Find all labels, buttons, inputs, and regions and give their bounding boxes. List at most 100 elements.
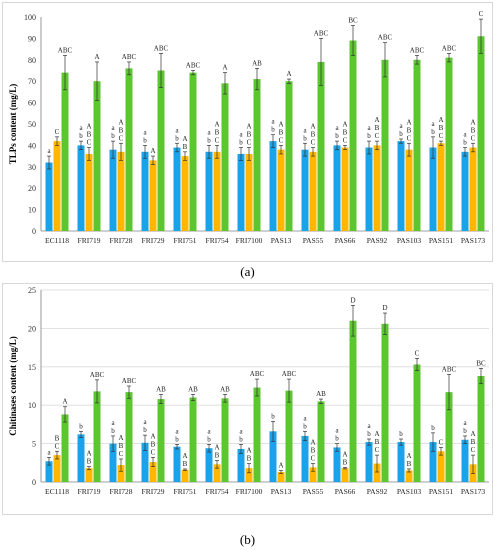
significance-letter: B: [151, 440, 156, 448]
significance-letter: B: [407, 126, 412, 134]
bar: [437, 143, 445, 231]
bar: [301, 435, 309, 482]
significance-letter: C: [471, 134, 476, 142]
significance-letter: B: [311, 447, 316, 455]
bar: [253, 79, 261, 231]
x-tick-label: FRI7100: [236, 487, 263, 496]
bar: [397, 141, 405, 231]
bar: [269, 141, 277, 231]
significance-letter: A: [310, 123, 315, 131]
significance-letter: b: [335, 132, 339, 140]
significance-letter: B: [183, 143, 188, 151]
bar: [253, 387, 261, 482]
bar: [317, 61, 325, 231]
x-tick-label: FRI751: [174, 236, 197, 245]
bar: [149, 160, 157, 231]
significance-letter: b: [367, 430, 371, 438]
bar: [429, 442, 437, 482]
significance-letter: A: [94, 53, 99, 61]
significance-letter: C: [439, 438, 444, 446]
significance-letter: b: [143, 136, 147, 144]
x-tick-label: FRI751: [174, 487, 197, 496]
bar: [237, 153, 245, 231]
significance-letter: ABC: [90, 371, 105, 379]
bar: [45, 461, 53, 482]
significance-letter: b: [79, 422, 83, 430]
significance-letter: b: [271, 412, 275, 420]
significance-letter: D: [350, 296, 355, 304]
y-axis-label: TLPs content (mg/L): [8, 84, 18, 165]
bar: [109, 149, 117, 231]
significance-letter: ABC: [314, 29, 329, 37]
y-tick-label: 5: [32, 440, 36, 449]
significance-letter: A: [246, 123, 251, 131]
significance-letter: a: [399, 122, 403, 130]
bar: [365, 147, 373, 231]
y-tick-label: 20: [28, 184, 36, 193]
y-tick-label: 0: [32, 478, 36, 487]
significance-letter: b: [303, 134, 307, 142]
significance-letter: a: [463, 131, 467, 139]
significance-letter: b: [335, 435, 339, 443]
bar: [333, 447, 341, 482]
bar: [381, 59, 389, 231]
bar: [405, 149, 413, 231]
x-tick-label: FRI719: [78, 236, 101, 245]
bar: [141, 442, 149, 482]
y-tick-label: 60: [28, 99, 36, 108]
significance-letter: A: [470, 430, 475, 438]
y-tick-label: 10: [28, 206, 36, 215]
bar: [365, 442, 373, 482]
significance-letter: ABC: [250, 370, 265, 378]
bar: [349, 40, 357, 231]
x-tick-label: PAS55: [303, 236, 324, 245]
y-tick-label: 50: [28, 120, 36, 129]
significance-letter: b: [463, 427, 467, 435]
significance-letter: b: [175, 435, 179, 443]
bar: [461, 439, 469, 482]
significance-letter: C: [87, 139, 92, 147]
significance-letter: a: [303, 414, 307, 422]
x-tick-label: FRI728: [110, 487, 133, 496]
significance-letter: B: [343, 458, 348, 466]
bar: [221, 398, 229, 482]
significance-letter: B: [407, 460, 412, 468]
bar: [309, 151, 317, 231]
significance-letter: b: [367, 132, 371, 140]
significance-letter: B: [279, 128, 284, 136]
significance-letter: b: [431, 424, 435, 432]
significance-letter: b: [271, 126, 275, 134]
significance-letter: B: [119, 126, 124, 134]
significance-letter: a: [463, 419, 467, 427]
x-tick-label: FRI719: [78, 487, 101, 496]
significance-letter: a: [239, 131, 243, 139]
significance-letter: A: [86, 123, 91, 131]
significance-letter: A: [406, 452, 411, 460]
y-tick-label: 70: [28, 77, 36, 86]
x-tick-label: FRI7100: [236, 236, 263, 245]
significance-letter: a: [303, 126, 307, 134]
significance-letter: A: [278, 120, 283, 128]
significance-letter: AB: [252, 59, 262, 67]
chitinases-chart: 0 5 10 15 20 25 Chitinases content (mg/L) EC111…: [8, 286, 489, 496]
bar: [277, 472, 285, 482]
significance-letter: C: [215, 136, 220, 144]
significance-letter: B: [375, 438, 380, 446]
significance-letter: B: [247, 131, 252, 139]
significance-letter: C: [119, 450, 124, 458]
significance-letter: D: [382, 304, 387, 312]
significance-letter: b: [399, 130, 403, 138]
significance-letter: b: [111, 132, 115, 140]
x-tick-label: FRI729: [142, 236, 165, 245]
bar: [61, 414, 69, 482]
bar: [349, 320, 357, 482]
significance-letter: a: [207, 128, 211, 136]
significance-letter: b: [175, 134, 179, 142]
x-tick-label: FRI754: [206, 487, 229, 496]
bar: [141, 151, 149, 231]
bar: [445, 57, 453, 231]
bar: [181, 156, 189, 231]
bar: [301, 149, 309, 231]
significance-letter: C: [151, 448, 156, 456]
y-tick-label: 25: [28, 286, 36, 295]
